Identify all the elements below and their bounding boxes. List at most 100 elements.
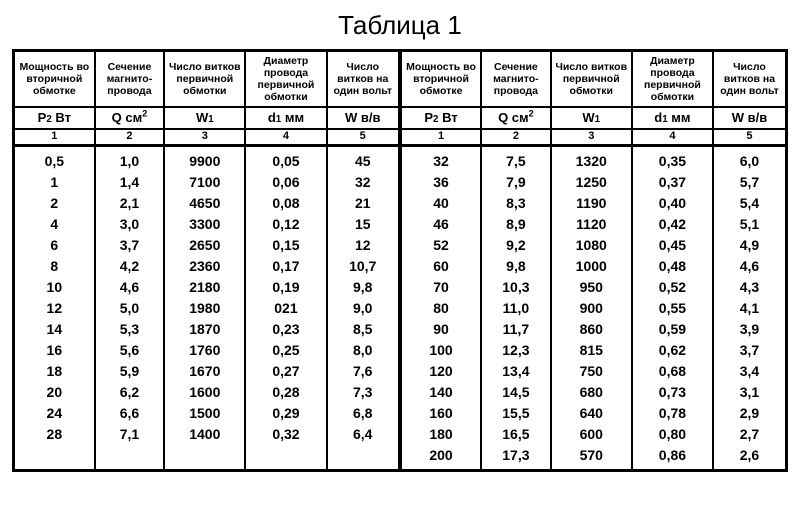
table-cell: 0,73 xyxy=(632,382,713,403)
table-cell: 1190 xyxy=(551,193,632,214)
table-cell: 1760 xyxy=(164,340,245,361)
h1-c9: Диаметр провода первичной обмотки xyxy=(632,51,713,108)
table-cell: 16 xyxy=(14,340,95,361)
table-cell: 0,08 xyxy=(245,193,326,214)
table-cell: 45 xyxy=(327,146,400,173)
table-row: 0,51,099000,0545327,513200,356,0 xyxy=(14,146,787,173)
table-cell: 3300 xyxy=(164,214,245,235)
table-cell: 5,7 xyxy=(713,172,787,193)
table-cell: 1320 xyxy=(551,146,632,173)
table-cell: 5,6 xyxy=(95,340,165,361)
table-cell: 7,9 xyxy=(481,172,551,193)
h3-c10: 5 xyxy=(713,129,787,146)
table-cell: 0,06 xyxy=(245,172,326,193)
table-cell: 80 xyxy=(400,298,481,319)
table-row: 84,223600,1710,7609,810000,484,6 xyxy=(14,256,787,277)
table-cell: 0,59 xyxy=(632,319,713,340)
h3-c8: 3 xyxy=(551,129,632,146)
table-cell: 4,1 xyxy=(713,298,787,319)
table-cell: 3,7 xyxy=(713,340,787,361)
h1-c6: Мощность во вторичной обмотке xyxy=(400,51,481,108)
table-cell: 4,9 xyxy=(713,235,787,256)
header-row-2: P2 Вт Q см2 W1 d1 мм W в/в P2 Вт Q см2 W… xyxy=(14,107,787,129)
table-cell: 3,9 xyxy=(713,319,787,340)
table-cell xyxy=(327,445,400,471)
h3-c3: 3 xyxy=(164,129,245,146)
table-cell: 0,28 xyxy=(245,382,326,403)
table-cell: 2,9 xyxy=(713,403,787,424)
table-cell: 17,3 xyxy=(481,445,551,471)
table-cell: 11,0 xyxy=(481,298,551,319)
table-cell: 1400 xyxy=(164,424,245,445)
table-cell: 12 xyxy=(327,235,400,256)
table-cell: 10,7 xyxy=(327,256,400,277)
table-cell: 3,4 xyxy=(713,361,787,382)
table-row: 63,726500,1512529,210800,454,9 xyxy=(14,235,787,256)
table-row: 20017,35700,862,6 xyxy=(14,445,787,471)
table-cell: 8 xyxy=(14,256,95,277)
table-cell: 750 xyxy=(551,361,632,382)
table-cell xyxy=(245,445,326,471)
table-cell: 10 xyxy=(14,277,95,298)
h2-c3: W1 xyxy=(164,107,245,129)
table-cell: 7,5 xyxy=(481,146,551,173)
table-row: 22,146500,0821408,311900,405,4 xyxy=(14,193,787,214)
table-cell: 1,0 xyxy=(95,146,165,173)
table-cell: 0,42 xyxy=(632,214,713,235)
table-cell: 640 xyxy=(551,403,632,424)
table-cell: 21 xyxy=(327,193,400,214)
table-cell: 0,15 xyxy=(245,235,326,256)
table-cell: 1250 xyxy=(551,172,632,193)
table-cell: 2180 xyxy=(164,277,245,298)
table-cell: 5,3 xyxy=(95,319,165,340)
table-cell: 7,1 xyxy=(95,424,165,445)
table-cell: 5,1 xyxy=(713,214,787,235)
table-cell: 570 xyxy=(551,445,632,471)
h3-c6: 1 xyxy=(400,129,481,146)
table-cell: 6,8 xyxy=(327,403,400,424)
table-title: Таблица 1 xyxy=(12,10,788,41)
table-cell xyxy=(14,445,95,471)
table-cell: 5,0 xyxy=(95,298,165,319)
table-cell: 6,0 xyxy=(713,146,787,173)
table-cell: 0,37 xyxy=(632,172,713,193)
h3-c1: 1 xyxy=(14,129,95,146)
table-cell: 0,32 xyxy=(245,424,326,445)
table-cell: 5,4 xyxy=(713,193,787,214)
table-cell: 9,0 xyxy=(327,298,400,319)
table-cell: 28 xyxy=(14,424,95,445)
table-cell: 32 xyxy=(327,172,400,193)
table-cell: 0,55 xyxy=(632,298,713,319)
table-cell: 1080 xyxy=(551,235,632,256)
table-cell: 1670 xyxy=(164,361,245,382)
table-cell: 4,3 xyxy=(713,277,787,298)
h3-c7: 2 xyxy=(481,129,551,146)
table-cell: 15 xyxy=(327,214,400,235)
table-cell: 0,68 xyxy=(632,361,713,382)
table-cell: 4,2 xyxy=(95,256,165,277)
table-cell: 140 xyxy=(400,382,481,403)
table-cell: 3,0 xyxy=(95,214,165,235)
table-cell: 0,86 xyxy=(632,445,713,471)
table-cell: 600 xyxy=(551,424,632,445)
table-cell: 1120 xyxy=(551,214,632,235)
table-cell: 18 xyxy=(14,361,95,382)
table-row: 11,471000,0632367,912500,375,7 xyxy=(14,172,787,193)
h3-c4: 4 xyxy=(245,129,326,146)
table-cell: 0,78 xyxy=(632,403,713,424)
table-cell: 8,5 xyxy=(327,319,400,340)
table-cell: 8,0 xyxy=(327,340,400,361)
table-cell: 0,48 xyxy=(632,256,713,277)
table-cell: 0,80 xyxy=(632,424,713,445)
table-cell xyxy=(95,445,165,471)
h1-c10: Число витков на один вольт xyxy=(713,51,787,108)
h1-c2: Сечение магнито-провода xyxy=(95,51,165,108)
table-cell: 2360 xyxy=(164,256,245,277)
table-cell: 6 xyxy=(14,235,95,256)
table-cell: 6,4 xyxy=(327,424,400,445)
h2-c4: d1 мм xyxy=(245,107,326,129)
table-cell: 6,2 xyxy=(95,382,165,403)
table-cell: 4650 xyxy=(164,193,245,214)
table-row: 246,615000,296,816015,56400,782,9 xyxy=(14,403,787,424)
table-cell: 180 xyxy=(400,424,481,445)
